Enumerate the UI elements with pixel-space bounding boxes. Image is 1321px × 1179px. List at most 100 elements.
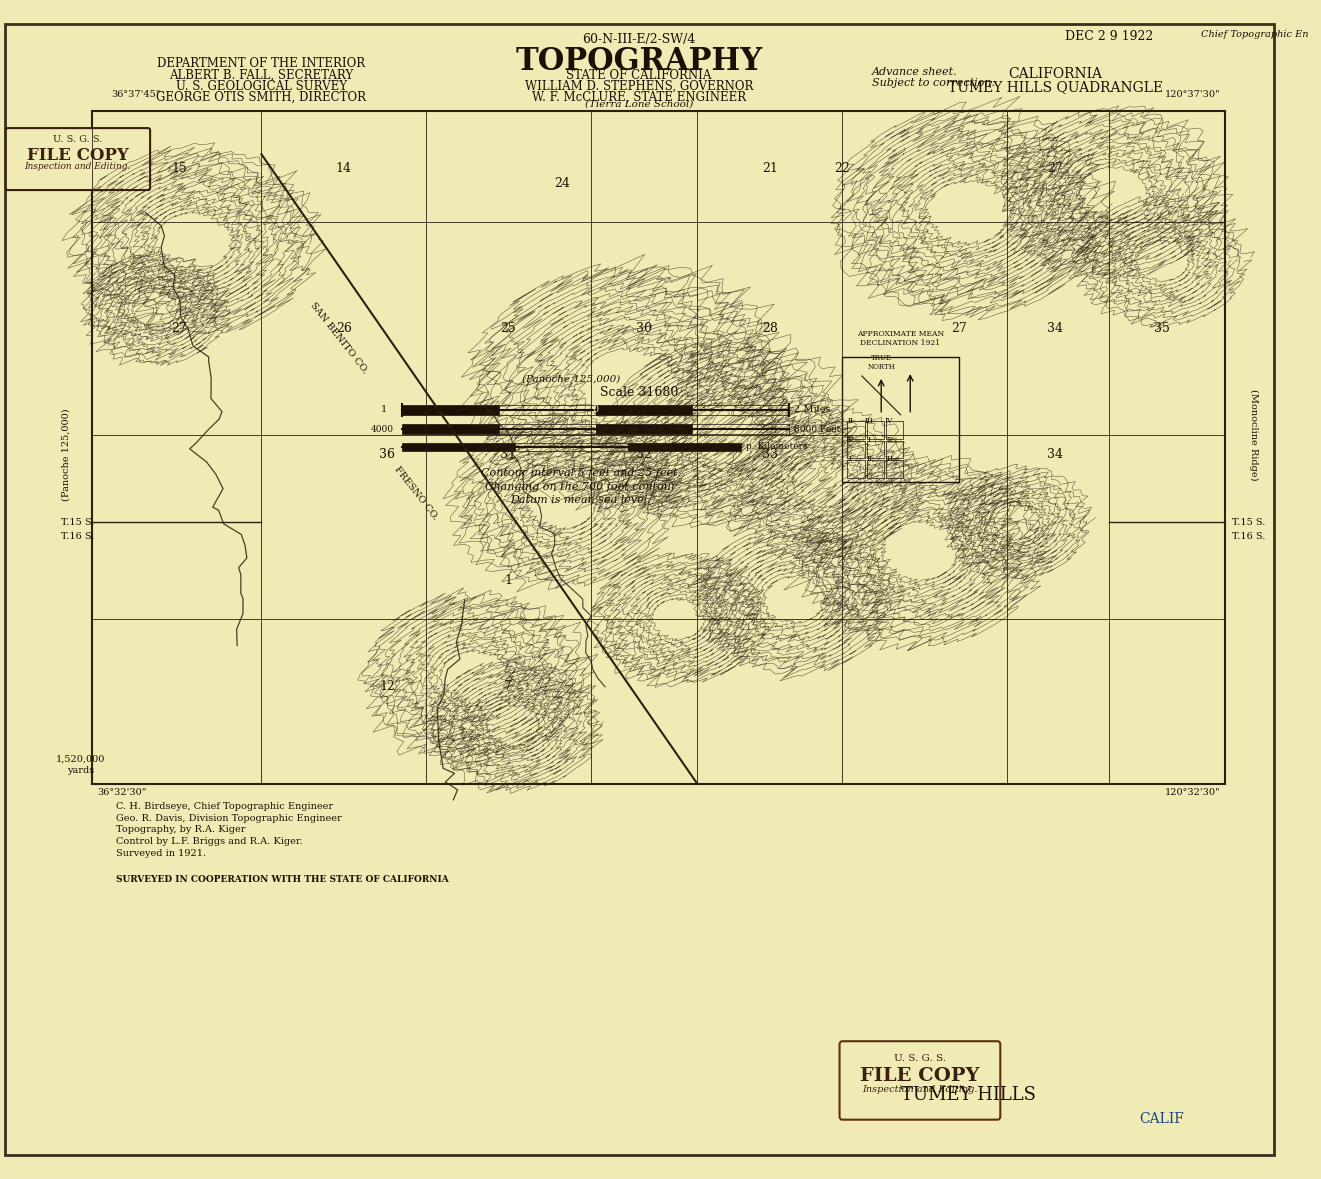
Text: CALIF: CALIF [1140, 1113, 1185, 1126]
Text: yards: yards [67, 766, 94, 776]
Bar [499, 406, 596, 415]
Text: 34: 34 [1048, 322, 1063, 335]
Text: Inspection and Editing.: Inspection and Editing. [863, 1085, 978, 1094]
Bar [692, 406, 789, 415]
Bar [847, 422, 865, 439]
Text: CALIFORNIA: CALIFORNIA [1008, 67, 1103, 81]
Text: GEORGE OTIS SMITH, DIRECTOR: GEORGE OTIS SMITH, DIRECTOR [156, 91, 366, 104]
Text: IV: IV [885, 416, 893, 424]
Text: 28: 28 [762, 322, 778, 335]
Text: 30: 30 [635, 322, 653, 335]
Text: DEC 2 9 1922: DEC 2 9 1922 [1065, 31, 1153, 44]
Text: C. H. Birdseye, Chief Topographic Engineer: C. H. Birdseye, Chief Topographic Engine… [116, 802, 333, 811]
Text: U. S. GEOLOGICAL SURVEY: U. S. GEOLOGICAL SURVEY [176, 80, 347, 93]
Text: 8000 Feet: 8000 Feet [794, 424, 840, 434]
Text: 26: 26 [336, 322, 351, 335]
Text: (Panoche 125,000): (Panoche 125,000) [61, 408, 70, 501]
Bar [886, 441, 904, 459]
Text: APPROXIMATE MEAN
DECLINATION 1921: APPROXIMATE MEAN DECLINATION 1921 [857, 330, 945, 347]
Bar [886, 422, 904, 439]
Text: 24: 24 [553, 177, 569, 190]
Text: I: I [868, 436, 871, 443]
Text: 25: 25 [501, 322, 517, 335]
Text: 35: 35 [1155, 322, 1170, 335]
Text: I: I [848, 455, 852, 463]
Bar [843, 356, 959, 482]
Text: 1: 1 [380, 406, 387, 414]
Text: 34: 34 [1048, 448, 1063, 461]
Text: III: III [865, 416, 875, 424]
FancyBboxPatch shape [840, 1041, 1000, 1120]
Text: FRESNO CO.: FRESNO CO. [392, 465, 440, 521]
Text: (Tierra Lone School): (Tierra Lone School) [585, 100, 694, 108]
Text: 33: 33 [762, 448, 778, 461]
Text: ALBERT B. FALL, SECRETARY: ALBERT B. FALL, SECRETARY [169, 70, 354, 83]
Text: U. S. G. S.: U. S. G. S. [894, 1054, 946, 1062]
Text: II: II [867, 455, 873, 463]
Text: 27: 27 [172, 322, 188, 335]
Bar [886, 460, 904, 477]
Text: T.15 S.: T.15 S. [61, 518, 94, 527]
Bar [402, 443, 515, 450]
Text: 2 Miles: 2 Miles [794, 406, 831, 414]
Text: 12: 12 [379, 680, 395, 693]
Text: Topography, by R.A. Kiger: Topography, by R.A. Kiger [116, 825, 246, 835]
Text: W. F. McCLURE, STATE ENGINEER: W. F. McCLURE, STATE ENGINEER [532, 91, 746, 104]
Text: Scale 31680: Scale 31680 [600, 386, 678, 399]
Bar [867, 460, 884, 477]
Text: 36°37'45": 36°37'45" [111, 90, 161, 99]
Text: 36°32'30": 36°32'30" [96, 789, 147, 797]
Text: 120°32'30": 120°32'30" [1165, 789, 1221, 797]
Text: TOPOGRAPHY: TOPOGRAPHY [515, 46, 762, 77]
Text: 1: 1 [505, 574, 513, 587]
Bar [92, 111, 1225, 784]
Text: Surveyed in 1921.: Surveyed in 1921. [116, 849, 206, 857]
Bar [596, 406, 692, 415]
Text: STATE OF CALIFORNIA: STATE OF CALIFORNIA [567, 70, 712, 83]
FancyBboxPatch shape [5, 129, 151, 190]
Bar [847, 441, 865, 459]
Text: SAN BENITO CO.: SAN BENITO CO. [308, 301, 370, 376]
Text: Chief Topographic En: Chief Topographic En [1201, 31, 1308, 39]
Text: 4000: 4000 [371, 424, 394, 434]
Text: (Panoche 125,000): (Panoche 125,000) [522, 375, 621, 383]
Text: S: S [886, 436, 892, 443]
Bar [847, 460, 865, 477]
Text: Advance sheet.: Advance sheet. [872, 67, 958, 77]
Text: TRUE
NORTH: TRUE NORTH [868, 354, 896, 371]
Text: 21: 21 [762, 163, 778, 176]
Text: 31: 31 [501, 448, 517, 461]
Text: Inspection and Editing.: Inspection and Editing. [24, 162, 131, 171]
Text: TUMEY HILLS QUADRANGLE: TUMEY HILLS QUADRANGLE [948, 80, 1162, 93]
Text: Contour interval 5 feet and 25 feet.: Contour interval 5 feet and 25 feet. [481, 468, 682, 477]
Bar [402, 406, 499, 415]
Bar [692, 424, 789, 434]
Text: 14: 14 [336, 163, 351, 176]
Bar [596, 424, 692, 434]
Text: 15: 15 [172, 163, 188, 176]
Text: Geo. R. Davis, Division Topographic Engineer: Geo. R. Davis, Division Topographic Engi… [116, 814, 342, 823]
Text: T.16 S.: T.16 S. [61, 532, 94, 541]
Bar [627, 443, 741, 450]
Text: IV: IV [845, 436, 855, 443]
Text: WILLIAM D. STEPHENS, GOVERNOR: WILLIAM D. STEPHENS, GOVERNOR [524, 80, 753, 93]
Text: Changing on the 700 foot contour: Changing on the 700 foot contour [485, 481, 676, 492]
Text: U. S. G. S.: U. S. G. S. [53, 134, 102, 144]
Text: 32: 32 [635, 448, 651, 461]
Text: III: III [885, 455, 893, 463]
Text: 120°37'30": 120°37'30" [1165, 90, 1221, 99]
Text: II: II [847, 416, 853, 424]
Text: T.15 S.: T.15 S. [1232, 518, 1266, 527]
Bar [515, 443, 627, 450]
Text: 0: 0 [592, 406, 598, 414]
Text: Subject to correction.: Subject to correction. [872, 78, 995, 87]
Text: TUMEY HILLS: TUMEY HILLS [901, 1086, 1036, 1105]
Text: (Monocline Ridge): (Monocline Ridge) [1250, 389, 1259, 481]
Bar [499, 424, 596, 434]
Text: SURVEYED IN COOPERATION WITH THE STATE OF CALIFORNIA: SURVEYED IN COOPERATION WITH THE STATE O… [116, 875, 449, 884]
Text: Control by L.F. Briggs and R.A. Kiger.: Control by L.F. Briggs and R.A. Kiger. [116, 837, 303, 845]
Text: 1,520,000: 1,520,000 [55, 755, 106, 764]
Text: T.16 S.: T.16 S. [1232, 532, 1266, 541]
Text: p. Kilometers: p. Kilometers [745, 442, 807, 452]
Bar [402, 424, 499, 434]
